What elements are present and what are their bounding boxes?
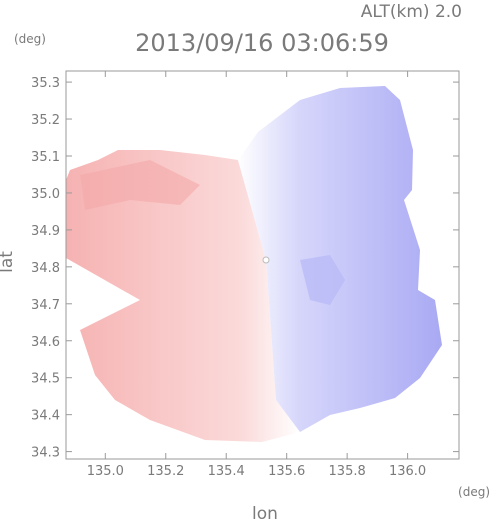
y-tick-label: 34.5 [31,372,60,387]
y-tick-label: 34.7 [31,298,60,313]
y-tick-label: 35.2 [31,113,60,128]
velocity-field [66,86,442,442]
outbound-velocity-region [66,150,300,442]
y-tick-label: 35.0 [31,187,60,202]
y-tick-label: 34.8 [31,261,60,276]
x-tick-label: 135.8 [329,464,366,479]
y-tick-label: 34.3 [31,446,60,461]
y-tick-label: 35.3 [31,76,60,91]
outbound-echo-band [80,160,200,210]
x-unit-label: (deg) [458,485,490,499]
inbound-echo-band [300,255,345,305]
x-tick-label: 135.4 [208,464,245,479]
y-tick-label: 34.4 [31,409,60,424]
y-tick-label: 35.1 [31,150,60,165]
x-tick-label: 135.2 [147,464,184,479]
y-tick-label: 34.6 [31,335,60,350]
chart-title: 2013/09/16 03:06:59 [135,29,389,57]
x-tick-label: 136.0 [389,464,426,479]
y-unit-label: (deg) [14,32,46,46]
y-axis-label: lat [0,251,17,273]
altitude-label: ALT(km) 2.0 [361,2,462,22]
y-tick-label: 34.9 [31,224,60,239]
plot-frame [65,70,460,460]
x-tick-group: 135.0 135.2 135.4 135.6 135.8 136.0 [87,71,426,479]
radar-site-marker [262,256,270,264]
x-axis-label: lon [252,504,278,521]
inbound-velocity-region [238,86,442,432]
x-tick-label: 135.6 [268,464,305,479]
x-tick-label: 135.0 [87,464,124,479]
y-tick-group: 34.3 34.4 34.5 34.6 34.7 34.8 34.9 35.0 35.1 35.2… [31,76,459,461]
